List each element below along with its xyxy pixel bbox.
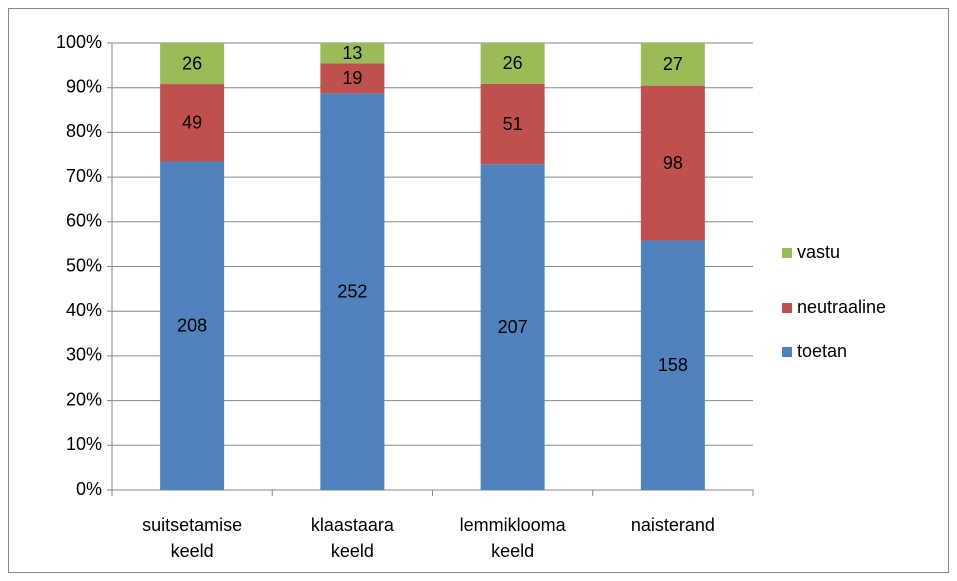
y-tick-label: 10%: [66, 434, 102, 454]
legend-swatch: [782, 303, 792, 313]
data-label: 208: [177, 315, 207, 335]
y-tick-label: 60%: [66, 211, 102, 231]
bar-segment: [640, 85, 705, 241]
x-tick-label: lemmiklooma keeld: [459, 515, 566, 561]
data-label: 26: [182, 53, 202, 73]
bar-segment: [160, 84, 225, 162]
y-tick-label: 100%: [56, 32, 102, 52]
bar-segment: [160, 161, 225, 490]
data-label: 13: [342, 43, 362, 63]
legend-swatch: [782, 248, 792, 258]
x-tick-label: klaastaara keeld: [310, 515, 394, 561]
data-label: 252: [337, 281, 367, 301]
y-tick-label: 30%: [66, 345, 102, 365]
bar-segment: [320, 63, 385, 94]
bar-segment: [320, 93, 385, 490]
legend-label: neutraaline: [797, 297, 886, 317]
y-tick-label: 90%: [66, 76, 102, 96]
x-tick-label: suitsetamise keeld: [142, 515, 243, 561]
data-label: 158: [658, 355, 688, 375]
x-tick-label: naisterand: [630, 515, 715, 535]
data-label: 49: [182, 113, 202, 133]
bar-segment: [480, 43, 545, 84]
data-label: 19: [342, 68, 362, 88]
bar-segment: [320, 43, 385, 64]
legend-label: toetan: [797, 341, 847, 361]
y-tick-label: 40%: [66, 300, 102, 320]
data-label: 27: [663, 54, 683, 74]
bar-segment: [480, 83, 545, 165]
y-tick-label: 50%: [66, 255, 102, 275]
data-label: 51: [503, 114, 523, 134]
y-tick-label: 70%: [66, 166, 102, 186]
legend-label: vastu: [797, 242, 840, 262]
y-tick-label: 0%: [76, 479, 102, 499]
data-label: 98: [663, 153, 683, 173]
y-tick-label: 80%: [66, 121, 102, 141]
bar-segment: [480, 164, 545, 490]
bar-segment: [160, 43, 225, 85]
bar-segment: [640, 43, 705, 86]
chart-border: [8, 8, 949, 573]
data-label: 26: [503, 53, 523, 73]
legend-swatch: [782, 347, 792, 357]
y-tick-label: 20%: [66, 389, 102, 409]
bar-segment: [640, 240, 705, 490]
data-label: 207: [498, 317, 528, 337]
